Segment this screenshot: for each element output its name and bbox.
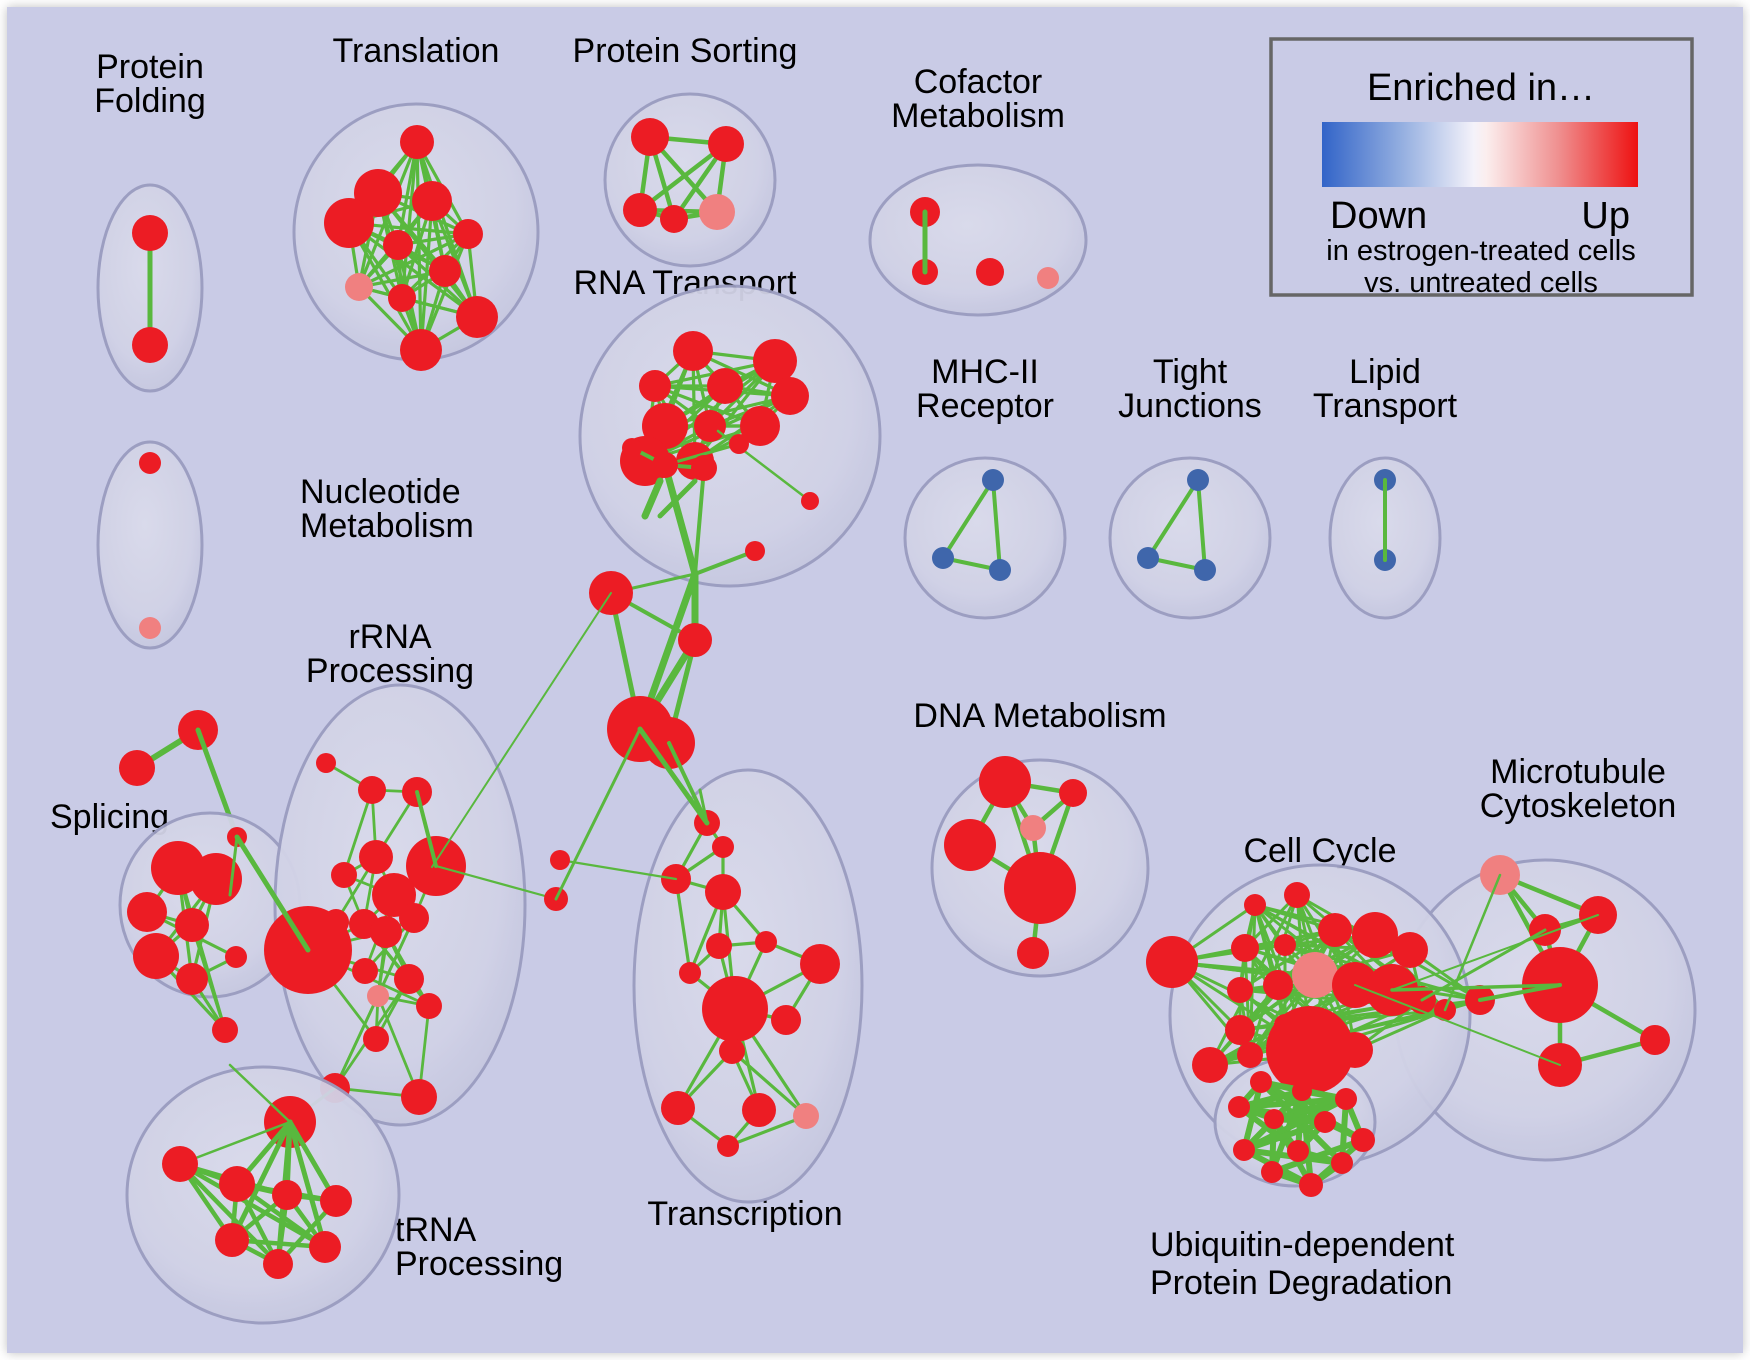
svg-text:DNA Metabolism: DNA Metabolism [913,697,1166,735]
svg-text:in estrogen-treated cells: in estrogen-treated cells [1326,235,1636,267]
svg-text:Protein Sorting: Protein Sorting [573,32,798,70]
svg-text:Splicing: Splicing [50,798,169,836]
svg-text:vs. untreated cells: vs. untreated cells [1364,267,1598,299]
svg-text:Down: Down [1330,195,1427,237]
svg-text:Translation: Translation [333,32,500,70]
svg-text:Enriched in…: Enriched in… [1367,67,1595,109]
svg-text:Up: Up [1581,195,1630,237]
